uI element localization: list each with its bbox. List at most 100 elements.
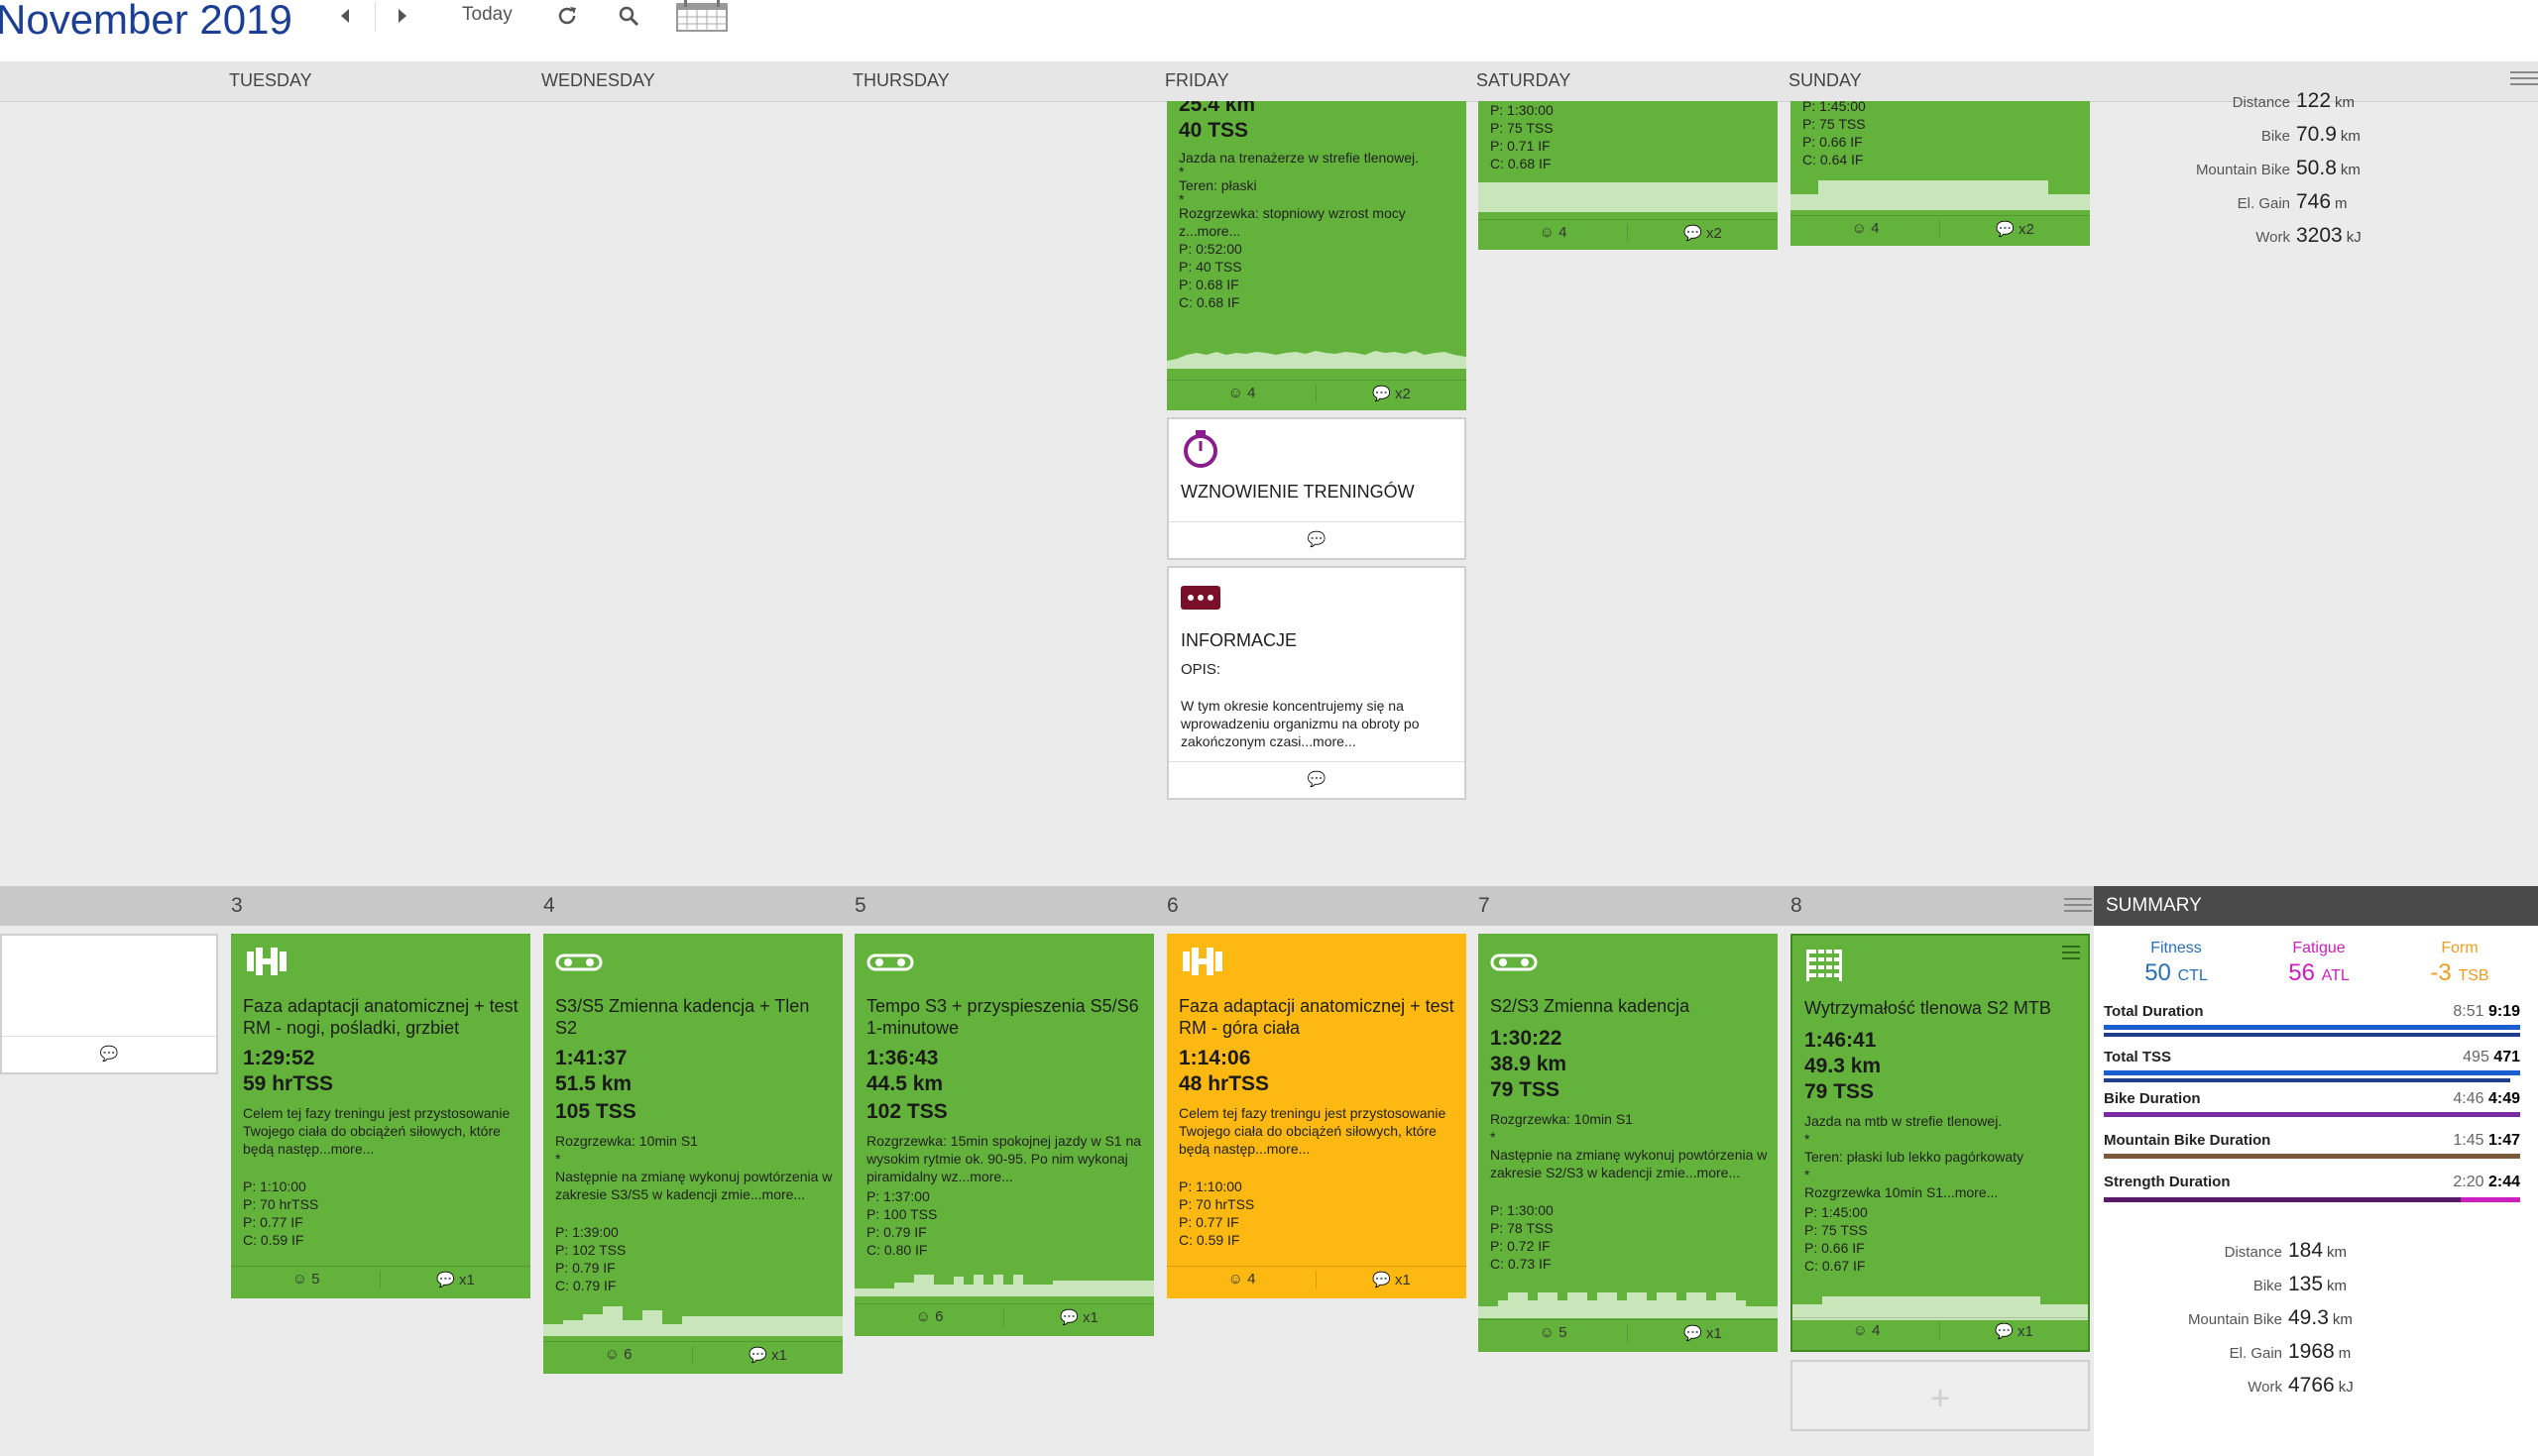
comment-icon[interactable]: 💬 <box>1996 221 2015 238</box>
more-dots-icon <box>1181 586 1220 615</box>
summary-row-total-duration: Total Duration 8:51 9:19 <box>2104 1003 2520 1043</box>
planned-value: P: 102 TSS <box>555 1242 627 1258</box>
comment-icon[interactable]: 💬 <box>1307 531 1327 548</box>
dumbbell-icon <box>1179 946 1226 981</box>
comment-icon[interactable]: 💬 <box>436 1272 455 1288</box>
today-button[interactable]: Today <box>462 4 513 25</box>
planned-value: P: 40 TSS <box>1179 259 1242 275</box>
workout-footer: ☺ 4 💬 x2 <box>1790 215 2090 246</box>
workout-footer: ☺ 4 💬 x2 <box>1167 380 1466 410</box>
event-card-resume[interactable]: WZNOWIENIE TRENINGÓW 💬 <box>1167 417 1466 560</box>
form-metric: Form -3 TSB <box>2405 940 2514 987</box>
summary-panel: Fitness 50 CTL Fatigue 56 ATL Form -3 TS… <box>2094 926 2538 1456</box>
smiley-icon[interactable]: ☺ <box>1852 1322 1868 1339</box>
arrow-left-icon[interactable] <box>337 6 353 32</box>
workout-card[interactable]: Faza adaptacji anatomicznej + test RM - … <box>1167 934 1466 1298</box>
event-card-monday[interactable]: 💬 <box>0 934 218 1074</box>
comment-icon[interactable]: 💬 <box>1372 386 1391 402</box>
workout-footer: ☺ 5 💬 x1 <box>1478 1319 1778 1352</box>
summary-row-total-tss: Total TSS 495 471 <box>2104 1049 2520 1088</box>
workout-sparkline <box>1790 180 2090 210</box>
workout-card[interactable]: S3/S5 Zmienna kadencja + Tlen S2 1:41:37… <box>543 934 843 1374</box>
planned-value: P: 0.72 IF <box>1490 1238 1551 1254</box>
workout-card-sunday[interactable]: P: 1:45:00 P: 75 TSS P: 0.66 IF C: 0.64 … <box>1790 101 2090 246</box>
comment-icon[interactable]: 💬 <box>1060 1309 1079 1326</box>
comment-icon[interactable]: 💬 <box>1683 225 1702 242</box>
workout-desc: Rozgrzewka: 15min spokojnej jazdy w S1 n… <box>866 1133 1142 1184</box>
comment-icon[interactable]: 💬 <box>1372 1272 1391 1288</box>
workout-sparkline <box>855 1267 1154 1296</box>
day-number: 6 <box>1167 894 1179 917</box>
planned-value: P: 1:30:00 <box>1490 1202 1554 1218</box>
smiley-icon[interactable]: ☺ <box>1539 224 1555 241</box>
menu-icon[interactable] <box>2062 946 2080 961</box>
workout-card[interactable]: Tempo S3 + przyspieszenia S5/S6 1-minuto… <box>855 934 1154 1336</box>
workout-title: Wytrzymałość tlenowa S2 MTB <box>1804 998 2051 1018</box>
comment-icon[interactable]: 💬 <box>1683 1325 1702 1342</box>
calendar-icon[interactable] <box>676 0 728 38</box>
comment-icon[interactable]: 💬 <box>1307 771 1327 788</box>
smiley-icon[interactable]: ☺ <box>1539 1324 1555 1341</box>
dumbbell-icon <box>243 946 290 981</box>
refresh-icon[interactable] <box>555 4 579 34</box>
planned-value: C: 0.59 IF <box>1179 1232 1240 1248</box>
summary-label: SUMMARY <box>2106 895 2202 916</box>
comment-count: x1 <box>1083 1309 1098 1326</box>
workout-desc: Jazda na mtb w strefie tlenowej. * Teren… <box>1804 1113 2024 1200</box>
workout-desc: Celem tej fazy treningu jest przystosowa… <box>243 1105 511 1157</box>
workout-duration: 1:36:43 <box>866 1047 939 1069</box>
month-title: November 2019 <box>0 0 292 43</box>
fitness-value: 50 <box>2144 959 2171 986</box>
comment-count: x1 <box>771 1347 787 1364</box>
comment-icon[interactable]: 💬 <box>1995 1323 2014 1340</box>
workout-sparkline <box>1478 182 1778 212</box>
smiley-icon[interactable]: ☺ <box>915 1308 931 1325</box>
comment-icon[interactable]: 💬 <box>99 1046 119 1063</box>
workout-duration: 1:46:41 <box>1804 1029 1877 1052</box>
workout-card[interactable]: S2/S3 Zmienna kadencja 1:30:22 38.9 km 7… <box>1478 934 1778 1352</box>
workout-footer: ☺ 5 💬 x1 <box>231 1266 530 1298</box>
workout-distance: 44.5 km <box>866 1072 944 1095</box>
menu-icon[interactable] <box>2510 71 2538 87</box>
search-icon[interactable] <box>617 4 640 34</box>
workout-desc-line: Jazda na trenażerze w strefie tlenowej. <box>1179 150 1420 166</box>
workout-card-friday[interactable]: 25.4 km 40 TSS Jazda na trenażerze w str… <box>1167 101 1466 410</box>
planned-value: P: 75 TSS <box>1804 1222 1868 1238</box>
workout-title: S3/S5 Zmienna kadencja + Tlen S2 <box>555 996 810 1038</box>
day-header-wednesday: WEDNESDAY <box>541 70 655 90</box>
workout-desc: Celem tej fazy treningu jest przystosowa… <box>1179 1105 1446 1157</box>
smiley-icon[interactable]: ☺ <box>1227 385 1243 401</box>
smiley-icon[interactable]: ☺ <box>604 1346 620 1363</box>
add-workout-button[interactable]: + <box>1790 1360 2090 1431</box>
total-row: Mountain Bike 50.8 km <box>2195 157 2361 179</box>
workout-footer: ☺ 4 💬 x1 <box>1167 1266 1466 1298</box>
workout-sparkline <box>1167 339 1466 369</box>
bike-icon <box>1490 946 1538 981</box>
planned-value: P: 0.79 IF <box>555 1260 616 1276</box>
workout-desc-line: * <box>1179 191 1185 207</box>
feel-rating: 6 <box>624 1346 633 1363</box>
workout-card[interactable]: Faza adaptacji anatomicznej + test RM - … <box>231 934 530 1298</box>
day-header-friday: FRIDAY <box>1165 70 1229 90</box>
top-toolbar: November 2019 Today <box>0 0 2538 61</box>
summary-row-bike-duration: Bike Duration 4:46 4:49 <box>2104 1090 2520 1130</box>
day-number: 7 <box>1478 894 1490 917</box>
comment-count: x2 <box>2019 221 2034 238</box>
smiley-icon[interactable]: ☺ <box>1851 220 1867 237</box>
workout-card-saturday[interactable]: P: 1:30:00 P: 75 TSS P: 0.71 IF C: 0.68 … <box>1478 101 1778 250</box>
smiley-icon[interactable]: ☺ <box>1227 1271 1243 1288</box>
planned-value: P: 0:52:00 <box>1179 241 1242 257</box>
workout-footer: ☺ 6 💬 x1 <box>855 1303 1154 1336</box>
planned-value: P: 0.68 IF <box>1179 277 1239 292</box>
workout-card[interactable]: Wytrzymałość tlenowa S2 MTB 1:46:41 49.3… <box>1790 934 2090 1352</box>
planned-value: P: 0.77 IF <box>243 1214 303 1230</box>
comment-icon[interactable]: 💬 <box>749 1347 767 1364</box>
workout-tss: 79 TSS <box>1804 1080 1875 1103</box>
planned-value: P: 0.77 IF <box>1179 1214 1239 1230</box>
event-card-info[interactable]: INFORMACJE OPIS: W tym okresie koncentru… <box>1167 566 1466 800</box>
workout-sparkline <box>1792 1285 2088 1320</box>
menu-icon[interactable] <box>2064 898 2092 914</box>
smiley-icon[interactable]: ☺ <box>291 1271 307 1288</box>
arrow-right-icon[interactable] <box>395 6 410 32</box>
plus-icon: + <box>1930 1380 1950 1417</box>
